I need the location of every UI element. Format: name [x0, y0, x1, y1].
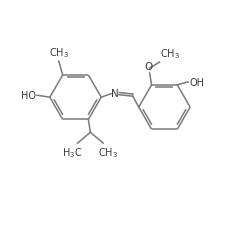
Text: HO: HO — [21, 91, 36, 101]
Text: OH: OH — [189, 78, 204, 88]
Text: O: O — [144, 62, 153, 72]
Text: CH$_3$: CH$_3$ — [160, 47, 181, 61]
Text: CH$_3$: CH$_3$ — [98, 145, 118, 159]
Text: H$_3$C: H$_3$C — [62, 145, 83, 159]
Text: N: N — [111, 89, 119, 99]
Text: CH$_3$: CH$_3$ — [49, 46, 69, 60]
